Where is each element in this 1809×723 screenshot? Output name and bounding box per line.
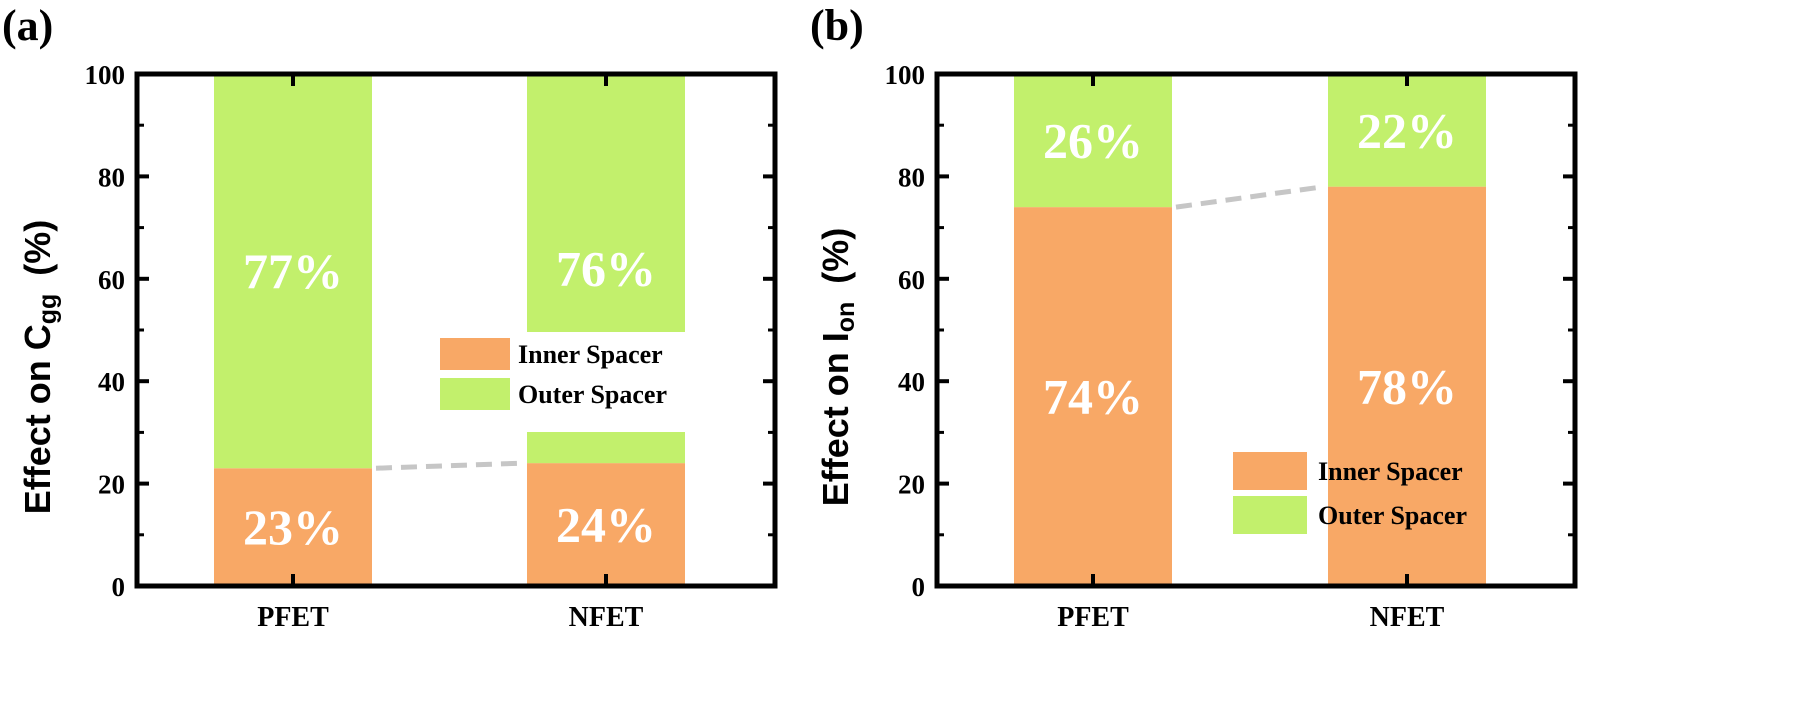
bar-a-pfet-outer xyxy=(214,74,372,469)
bar-a-nfet-inner xyxy=(527,463,685,586)
data-label-b-nfet-inner: 78% xyxy=(1357,358,1457,414)
bar-a-pfet-inner xyxy=(214,468,372,586)
y-tick-label-b-100: 100 xyxy=(885,60,926,90)
data-label-a-pfet-outer: 77% xyxy=(243,243,343,299)
y-axis-title-b: Effect on Ion (%) xyxy=(815,228,860,507)
y-tick-label-a-60: 60 xyxy=(98,265,125,295)
y-axis-title-sub-b: on xyxy=(832,302,860,333)
data-label-a-pfet-inner: 23% xyxy=(243,499,343,555)
legend-swatch-b-inner xyxy=(1233,452,1307,490)
category-label-a-nfet: NFET xyxy=(569,602,644,633)
data-label-b-pfet-inner: 74% xyxy=(1043,369,1143,425)
data-label-b-pfet-outer: 26% xyxy=(1043,113,1143,169)
panel-b: (b) Effect on Ion (%) 74% 26% PFET 78% 22% NFE… xyxy=(810,1,1578,633)
bar-b-pfet-inner xyxy=(1014,207,1172,586)
y-axis-title-unit-b: (%) xyxy=(815,228,856,284)
y-tick-label-b-20: 20 xyxy=(898,470,925,500)
legend-label-b-inner: Inner Spacer xyxy=(1318,457,1463,486)
connector-line-b xyxy=(1175,184,1325,210)
y-axis-title-main-b: Effect on I xyxy=(815,332,856,506)
legend-label-a-inner: Inner Spacer xyxy=(518,340,663,369)
y-tick-label-b-0: 0 xyxy=(912,572,926,602)
legend-swatch-b-outer xyxy=(1233,496,1307,534)
legend-swatch-a-outer xyxy=(440,378,510,410)
panel-label-b: (b) xyxy=(810,1,864,50)
y-tick-label-b-80: 80 xyxy=(898,162,925,192)
panel-a: (a) Effect on Cgg (%) 23% 77% PFET 24% 76% NFE… xyxy=(2,1,778,633)
legend-label-a-outer: Outer Spacer xyxy=(518,380,667,409)
y-tick-label-b-60: 60 xyxy=(898,265,925,295)
bar-b-nfet-inner xyxy=(1328,186,1486,586)
bar-b-pfet-outer xyxy=(1014,74,1172,208)
y-tick-label-b-40: 40 xyxy=(898,367,925,397)
y-axis-title-unit-a: (%) xyxy=(17,220,58,276)
y-tick-label-a-100: 100 xyxy=(85,60,126,90)
panel-label-a: (a) xyxy=(2,1,53,50)
y-tick-label-a-80: 80 xyxy=(98,162,125,192)
bar-b-nfet-outer xyxy=(1328,74,1486,187)
connector-line-a xyxy=(375,460,524,471)
y-axis-title-main-a: Effect on C xyxy=(17,324,58,514)
y-tick-label-a-20: 20 xyxy=(98,470,125,500)
legend-swatch-a-inner xyxy=(440,338,510,370)
y-axis-title-sub-a: gg xyxy=(34,294,62,325)
category-label-a-pfet: PFET xyxy=(257,602,329,633)
y-tick-label-a-0: 0 xyxy=(112,572,126,602)
y-tick-label-a-40: 40 xyxy=(98,367,125,397)
data-label-a-nfet-outer: 76% xyxy=(556,241,656,297)
category-label-b-pfet: PFET xyxy=(1057,602,1129,633)
y-axis-title-a: Effect on Cgg (%) xyxy=(17,220,62,515)
category-label-b-nfet: NFET xyxy=(1370,602,1445,633)
legend-label-b-outer: Outer Spacer xyxy=(1318,501,1467,530)
data-label-a-nfet-inner: 24% xyxy=(556,497,656,553)
data-label-b-nfet-outer: 22% xyxy=(1357,102,1457,158)
